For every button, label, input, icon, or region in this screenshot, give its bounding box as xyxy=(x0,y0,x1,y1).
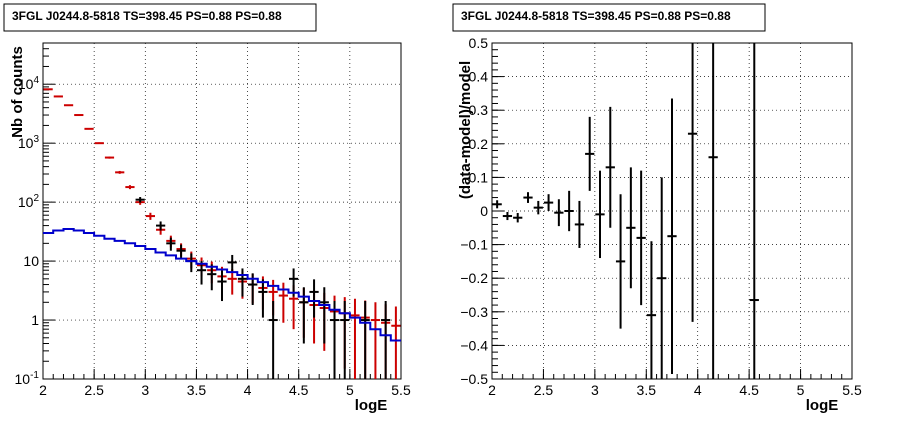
model-point xyxy=(350,298,360,379)
data-point xyxy=(667,98,677,374)
x-axis-label: logE xyxy=(806,397,839,414)
data-point xyxy=(687,43,698,322)
data-point xyxy=(227,254,237,273)
data-point xyxy=(626,167,636,289)
counts-panel: 3FGL J0244.8-5818 TS=398.45 PS=0.88 PS=0… xyxy=(3,3,411,414)
model-point xyxy=(227,269,237,295)
data-point xyxy=(381,301,391,379)
chart-title: 3FGL J0244.8-5818 TS=398.45 PS=0.88 PS=0… xyxy=(12,9,282,23)
title-box xyxy=(3,3,317,32)
data-point xyxy=(268,301,278,379)
y-tick-label: 0.4 xyxy=(469,69,489,85)
model-point xyxy=(94,142,104,145)
data-point xyxy=(595,170,605,259)
y-axis-label: (data-model)/model xyxy=(457,61,474,199)
y-tick-label: 0.2 xyxy=(469,136,489,152)
x-tick-label: 3.5 xyxy=(187,382,207,398)
data-point xyxy=(657,177,667,379)
data-point xyxy=(523,192,533,203)
y-tick-label: 103 xyxy=(18,134,40,151)
model-point xyxy=(53,95,63,98)
y-tick-label: −0.2 xyxy=(460,270,488,286)
data-point xyxy=(533,200,543,215)
data-point xyxy=(217,270,227,302)
data-point xyxy=(564,190,574,232)
data-point xyxy=(749,43,759,379)
x-tick-label: 5 xyxy=(346,382,354,398)
y-tick-label: 0 xyxy=(480,203,488,219)
data-point xyxy=(135,197,145,203)
data-point xyxy=(309,279,319,318)
x-tick-label: 4 xyxy=(244,382,252,398)
model-point xyxy=(84,127,94,130)
y-tick-label: 0.1 xyxy=(469,169,489,185)
title-box xyxy=(452,3,766,32)
y-tick-label: 10-1 xyxy=(15,370,40,387)
x-tick-label: 4.5 xyxy=(289,382,309,398)
x-tick-label: 2.5 xyxy=(534,382,554,398)
data-point xyxy=(646,241,657,379)
data-point xyxy=(186,253,196,273)
x-tick-label: 2.5 xyxy=(84,382,104,398)
data-point xyxy=(156,221,166,231)
y-tick-label: 0.3 xyxy=(469,102,489,118)
model-point xyxy=(104,156,115,159)
y-axis-label: Nb of counts xyxy=(9,46,26,138)
x-axis-label: logE xyxy=(355,397,388,414)
model-point xyxy=(391,306,401,379)
data-point xyxy=(543,194,554,211)
data-point xyxy=(319,287,329,344)
y-tick-label: 0.5 xyxy=(469,35,489,51)
data-point xyxy=(708,43,718,379)
data-point xyxy=(513,213,523,223)
model-point xyxy=(74,114,84,117)
data-point xyxy=(360,301,370,379)
data-point xyxy=(502,212,513,221)
model-point xyxy=(63,104,74,107)
data-point xyxy=(207,264,217,291)
data-point xyxy=(196,261,207,285)
x-tick-label: 5.5 xyxy=(391,382,411,398)
x-tick-label: 3 xyxy=(141,382,149,398)
data-point xyxy=(554,199,564,227)
data-point xyxy=(605,106,615,228)
data-point xyxy=(329,301,340,379)
y-tick-label: −0.3 xyxy=(460,304,488,320)
x-tick-label: 3 xyxy=(591,382,599,398)
x-tick-label: 5 xyxy=(797,382,805,398)
x-tick-label: 4.5 xyxy=(739,382,759,398)
model-point xyxy=(43,88,53,91)
model-point xyxy=(145,212,156,220)
x-tick-label: 2 xyxy=(39,382,47,398)
y-tick-label: 1 xyxy=(31,312,39,328)
y-tick-label: −0.5 xyxy=(460,371,488,387)
x-tick-label: 3.5 xyxy=(637,382,657,398)
plot-frame xyxy=(42,42,402,380)
x-tick-label: 2 xyxy=(488,382,496,398)
residuals-panel: 3FGL J0244.8-5818 TS=398.45 PS=0.88 PS=0… xyxy=(452,3,862,414)
chart-title: 3FGL J0244.8-5818 TS=398.45 PS=0.88 PS=0… xyxy=(461,9,731,23)
data-point xyxy=(176,244,186,259)
x-tick-label: 4 xyxy=(694,382,702,398)
y-tick-label: −0.4 xyxy=(460,337,488,353)
data-point xyxy=(166,237,176,251)
data-point xyxy=(615,194,626,329)
data-point xyxy=(237,268,248,297)
y-tick-label: −0.1 xyxy=(460,237,488,253)
y-tick-label: 102 xyxy=(18,193,40,210)
data-point xyxy=(636,170,646,306)
model-point xyxy=(370,302,381,379)
data-point xyxy=(258,279,268,318)
data-point xyxy=(585,116,595,191)
y-tick-label: 104 xyxy=(18,75,40,92)
model-point xyxy=(115,170,125,174)
model-step-line xyxy=(43,228,401,342)
x-tick-label: 5.5 xyxy=(842,382,862,398)
model-point xyxy=(125,185,135,190)
data-point xyxy=(492,200,502,209)
data-point xyxy=(574,200,585,248)
y-tick-label: 10 xyxy=(23,253,39,269)
